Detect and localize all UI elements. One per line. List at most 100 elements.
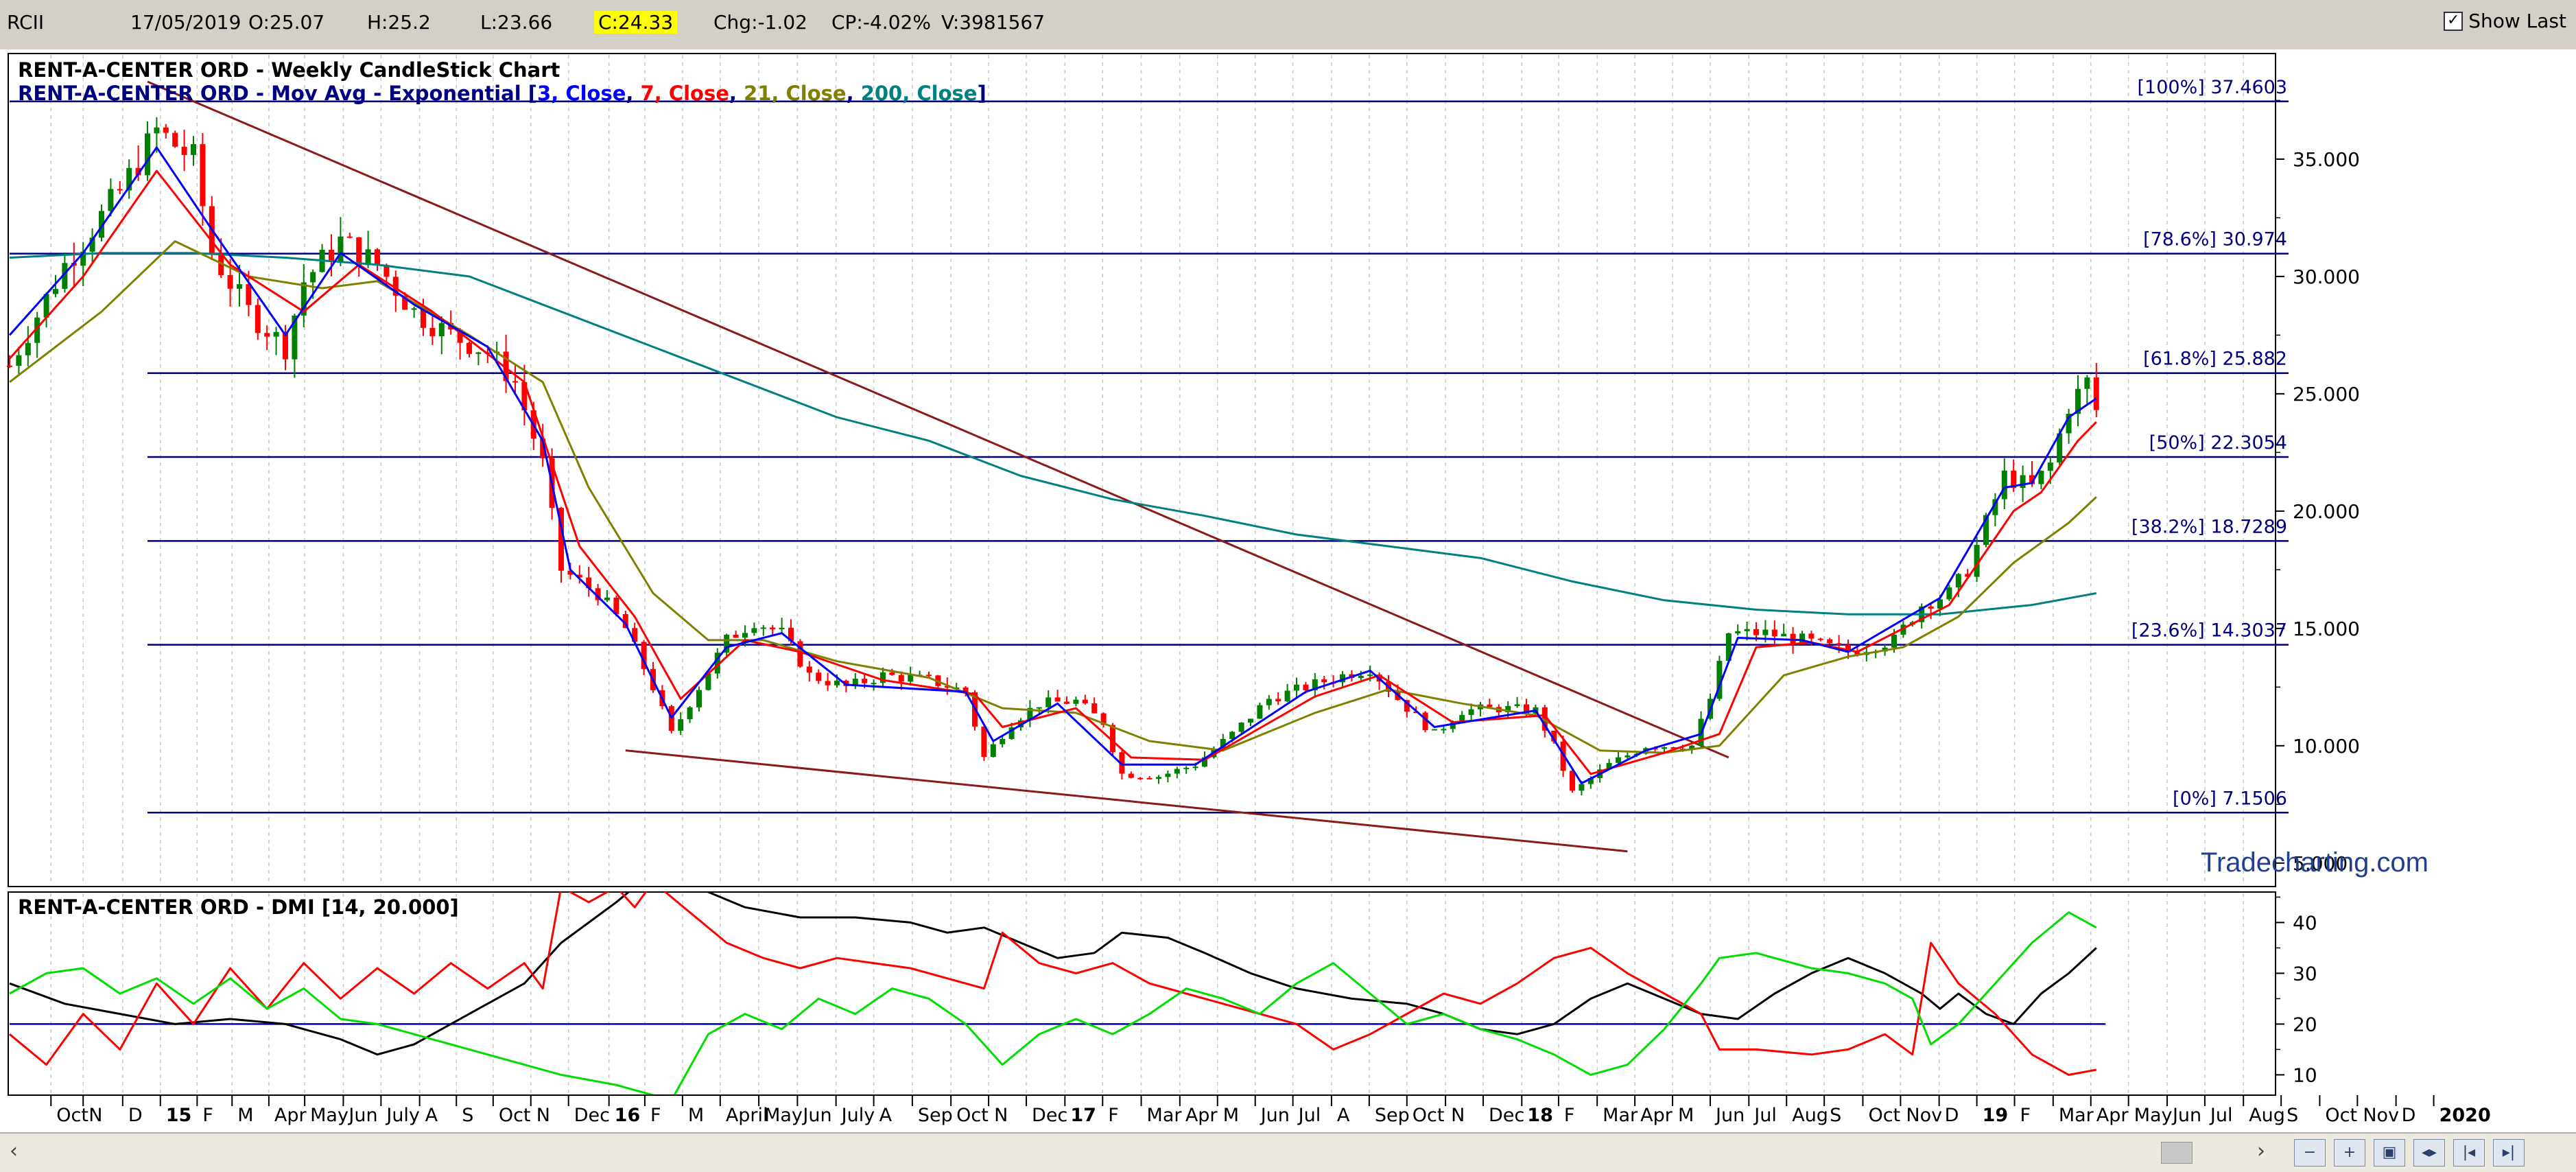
ema-7-line — [8, 169, 2097, 775]
zoom-out-icon[interactable]: − — [2294, 1139, 2326, 1167]
time-axis-label: July — [385, 1105, 420, 1126]
horizontal-scrollbar[interactable]: ‹ › − + ▣ ◂▸ |◂ ▸| — [0, 1132, 2576, 1172]
candle-body — [89, 237, 95, 252]
time-axis-label: Nov — [2363, 1105, 2399, 1126]
candle-body — [1652, 748, 1658, 750]
fit-icon[interactable]: ▣ — [2374, 1139, 2405, 1167]
candle-body — [1413, 712, 1419, 714]
candle-body — [145, 133, 150, 176]
candle-body — [512, 381, 518, 383]
fib-level-label: [61.8%] 25.882 — [2143, 349, 2287, 370]
candle-body — [714, 653, 720, 674]
candle-body — [1937, 599, 1943, 609]
trendline — [625, 749, 1628, 853]
candle-body — [2066, 414, 2072, 434]
candle-body — [1054, 697, 1061, 702]
time-axis: Oct N D 15 F M Apr May Jun July A S Oct N Dec 16 F M April… — [8, 1094, 2491, 1126]
ema-200-line — [9, 252, 2097, 616]
candle-body — [1487, 704, 1493, 707]
candle-body — [2038, 471, 2044, 484]
time-axis-label: Oct — [956, 1105, 989, 1126]
candle-body — [292, 315, 298, 360]
subtitle-suffix: ] — [977, 82, 986, 105]
price-pane — [8, 53, 2276, 887]
time-axis-label: Jun — [801, 1105, 831, 1126]
time-axis-label: Jun — [2171, 1105, 2201, 1126]
candle-body — [733, 634, 739, 638]
candle-body — [53, 289, 58, 294]
candle-body — [1974, 545, 1980, 577]
candle-body — [1174, 769, 1180, 774]
time-axis-label: N — [536, 1105, 550, 1126]
watermark: Tradecharting.com — [2201, 847, 2429, 878]
candle-body — [1202, 757, 1207, 767]
time-axis-label: N — [994, 1105, 1008, 1126]
candle-body — [1762, 629, 1769, 635]
time-axis-label: Apr — [1640, 1105, 1673, 1126]
candle-body — [558, 508, 564, 571]
fib-level-label: [100%] 37.4603 — [2138, 77, 2288, 98]
candle-body — [806, 666, 812, 673]
candle-body — [1781, 633, 1787, 637]
moving-averages — [8, 146, 2097, 784]
show-last-checkbox[interactable]: ✓ — [2444, 11, 2463, 31]
candle-body — [898, 675, 904, 682]
time-axis-label: N — [1451, 1105, 1465, 1126]
candle-body — [200, 144, 206, 207]
time-axis-label: D — [2402, 1105, 2416, 1126]
candle-body — [43, 294, 49, 318]
show-last-toggle[interactable]: ✓ Show Last — [2444, 10, 2566, 32]
last-icon[interactable]: ▸| — [2493, 1139, 2525, 1167]
subtitle-separator: , — [729, 82, 744, 105]
dmi-lines — [9, 892, 2106, 1095]
time-axis-label: 19 — [1983, 1105, 2009, 1126]
fib-level-label: [50%] 22.3054 — [2149, 432, 2287, 454]
scroll-left-icon[interactable]: ◂▸ — [2413, 1139, 2445, 1167]
scroll-left-arrow-icon[interactable]: ‹ — [10, 1139, 18, 1163]
candle-body — [300, 282, 307, 316]
time-axis-label: A — [425, 1105, 438, 1126]
candle-body — [2011, 470, 2017, 488]
scrollbar-thumb[interactable] — [2161, 1142, 2193, 1164]
candle-body — [1716, 661, 1723, 699]
subtitle-prefix: RENT-A-CENTER ORD - Mov Avg - Exponentia… — [18, 82, 537, 105]
time-axis-label: Jun — [347, 1105, 377, 1126]
close-label: C:24.33 — [594, 11, 678, 34]
time-axis-label: N — [88, 1105, 102, 1126]
candle-body — [1238, 723, 1244, 732]
candle-body — [283, 331, 288, 360]
candle-body — [2047, 462, 2053, 471]
candle-body — [1468, 709, 1474, 715]
scroll-right-arrow-icon[interactable]: › — [2257, 1139, 2265, 1163]
candle-body — [438, 323, 445, 337]
symbol-label: RCII — [7, 11, 45, 34]
time-axis-label: A — [879, 1105, 893, 1126]
candle-body — [1229, 731, 1236, 739]
candle-body — [724, 634, 730, 653]
candle-body — [641, 642, 647, 669]
candle-body — [1845, 644, 1851, 653]
first-icon[interactable]: |◂ — [2453, 1139, 2485, 1167]
candle-body — [1064, 701, 1070, 704]
time-axis-label: Jul — [1753, 1105, 1777, 1126]
candle-body — [595, 588, 601, 600]
candle-body — [1900, 624, 1906, 635]
candle-body — [2057, 433, 2063, 463]
candle-body — [365, 249, 371, 266]
candle-body — [246, 284, 252, 305]
candle-body — [1725, 633, 1732, 661]
candle-body — [1183, 767, 1190, 769]
candle-body — [1854, 652, 1860, 655]
candle-body — [1045, 697, 1052, 707]
time-axis-label: M — [1223, 1105, 1239, 1126]
candle-body — [1983, 515, 1989, 546]
candle-body — [770, 627, 776, 630]
candle-body — [1091, 703, 1098, 714]
candle-body — [1771, 629, 1777, 637]
time-axis-label: Mar — [2059, 1105, 2094, 1126]
dmi-y-tick-label: 30 — [2293, 962, 2317, 985]
time-axis-label: M — [237, 1105, 253, 1126]
subtitle-part: 3, Close — [537, 82, 626, 105]
candle-body — [1220, 738, 1226, 749]
zoom-in-icon[interactable]: + — [2334, 1139, 2365, 1167]
